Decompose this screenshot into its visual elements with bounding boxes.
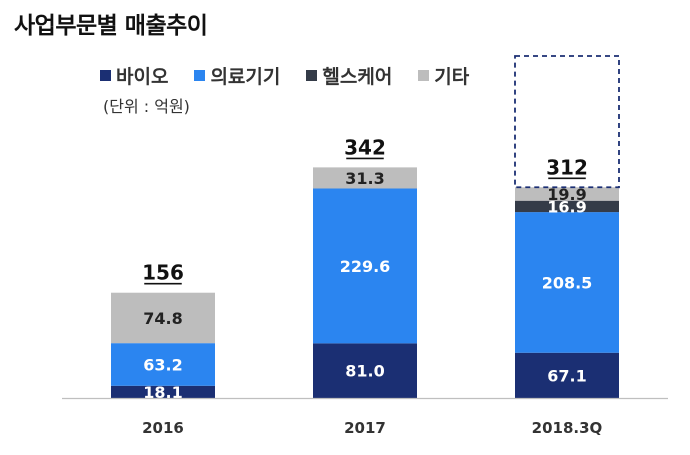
chart-title: 사업부문별 매출추이	[14, 13, 208, 39]
data-label-2-2: 229.6	[340, 257, 391, 276]
legend-swatch-other	[418, 70, 430, 81]
total-label-1: 156	[142, 261, 184, 285]
bar-segment-2-1	[111, 343, 215, 386]
data-label-1-2: 81.0	[345, 362, 384, 381]
data-label-2-1: 63.2	[143, 355, 182, 374]
data-label-3-3: 16.9	[547, 197, 586, 216]
legend-label-other: 기타	[434, 66, 470, 88]
legend-swatch-healthcare	[306, 70, 318, 81]
legend-item-medical: 의료기기	[194, 62, 280, 89]
data-label-1-3: 67.1	[547, 366, 586, 385]
bar-segment-4-3	[515, 187, 619, 201]
bar-segment-1-2	[313, 343, 417, 398]
legend-label-medical: 의료기기	[210, 66, 281, 88]
x-tick-label-3: 2018.3Q	[532, 419, 603, 437]
legend: 바이오 의료기기 헬스케어 기타	[100, 62, 495, 89]
legend-item-other: 기타	[418, 62, 469, 89]
data-label-4-3: 19.9	[547, 185, 586, 204]
data-label-4-2: 31.3	[345, 169, 384, 188]
legend-swatch-medical	[194, 70, 206, 81]
total-label-3: 312	[546, 155, 588, 179]
bar-segment-4-2	[313, 167, 417, 189]
bar-segment-1-1	[111, 385, 215, 398]
x-tick-label-1: 2016	[142, 419, 184, 437]
data-label-1-1: 18.1	[143, 383, 182, 402]
x-tick-label-2: 2017	[344, 419, 386, 437]
bar-segment-3-3	[515, 200, 619, 213]
total-label-2: 342	[344, 135, 386, 159]
bar-segment-1-3	[515, 352, 619, 398]
legend-label-healthcare: 헬스케어	[322, 66, 393, 88]
legend-item-bio: 바이오	[100, 62, 168, 89]
bar-segment-2-2	[313, 188, 417, 344]
bar-segment-4-1	[111, 292, 215, 344]
legend-item-healthcare: 헬스케어	[306, 62, 392, 89]
data-label-4-1: 74.8	[143, 309, 182, 328]
legend-label-bio: 바이오	[116, 66, 169, 88]
data-label-2-3: 208.5	[542, 273, 593, 292]
bar-segment-2-3	[515, 212, 619, 353]
unit-note: (단위 : 억원)	[103, 97, 190, 116]
legend-swatch-bio	[100, 70, 111, 81]
